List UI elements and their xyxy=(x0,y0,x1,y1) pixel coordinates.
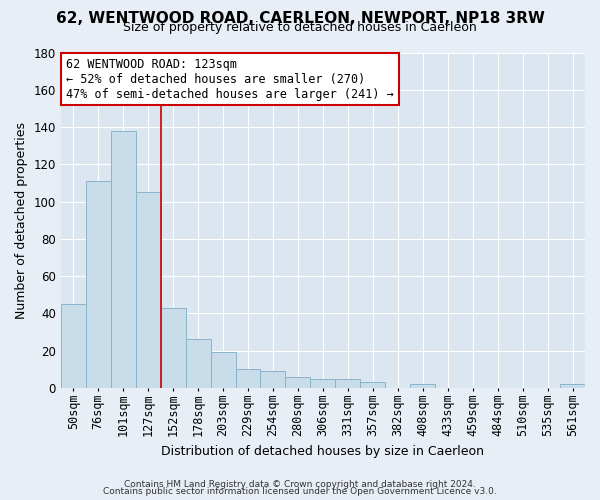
Bar xyxy=(260,371,286,388)
Text: Size of property relative to detached houses in Caerleon: Size of property relative to detached ho… xyxy=(123,22,477,35)
Bar xyxy=(136,192,161,388)
Bar xyxy=(236,369,260,388)
Bar xyxy=(361,382,385,388)
Bar xyxy=(185,340,211,388)
Bar xyxy=(161,308,185,388)
Bar xyxy=(86,181,111,388)
Bar xyxy=(286,376,310,388)
Text: Contains public sector information licensed under the Open Government Licence v3: Contains public sector information licen… xyxy=(103,487,497,496)
Bar xyxy=(560,384,585,388)
Bar xyxy=(61,304,86,388)
Bar xyxy=(335,378,361,388)
Bar xyxy=(410,384,435,388)
X-axis label: Distribution of detached houses by size in Caerleon: Distribution of detached houses by size … xyxy=(161,444,484,458)
Y-axis label: Number of detached properties: Number of detached properties xyxy=(15,122,28,318)
Bar xyxy=(111,131,136,388)
Text: 62, WENTWOOD ROAD, CAERLEON, NEWPORT, NP18 3RW: 62, WENTWOOD ROAD, CAERLEON, NEWPORT, NP… xyxy=(56,11,544,26)
Bar xyxy=(310,378,335,388)
Bar xyxy=(211,352,236,388)
Text: Contains HM Land Registry data © Crown copyright and database right 2024.: Contains HM Land Registry data © Crown c… xyxy=(124,480,476,489)
Text: 62 WENTWOOD ROAD: 123sqm
← 52% of detached houses are smaller (270)
47% of semi-: 62 WENTWOOD ROAD: 123sqm ← 52% of detach… xyxy=(66,58,394,100)
